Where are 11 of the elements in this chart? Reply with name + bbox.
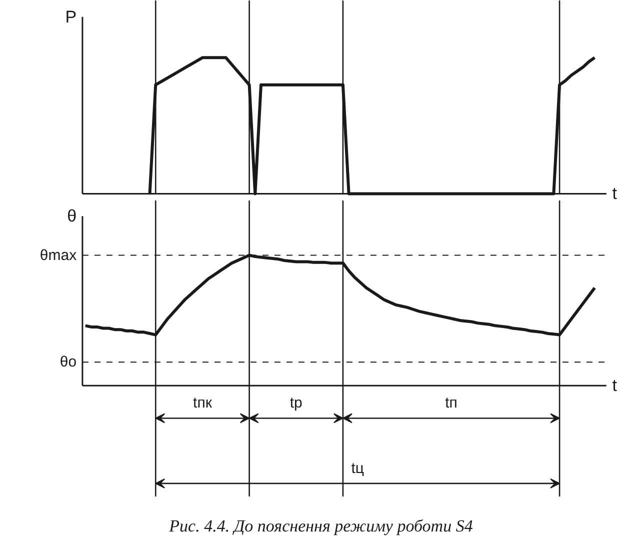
text: Рис. 4.4. До пояснення режиму роботи S4 [168,516,474,536]
ref-line-label: θmax [40,246,78,264]
text: tр [290,394,302,412]
x-axis-title: t [612,376,618,396]
y-axis-title: θ [67,206,77,226]
text: tц [351,460,364,477]
text: tп [445,394,458,412]
ref-line-label: θo [60,354,77,371]
text: tпк [193,394,212,412]
y-axis-title: P [65,7,77,26]
x-axis-title: t [612,184,618,204]
